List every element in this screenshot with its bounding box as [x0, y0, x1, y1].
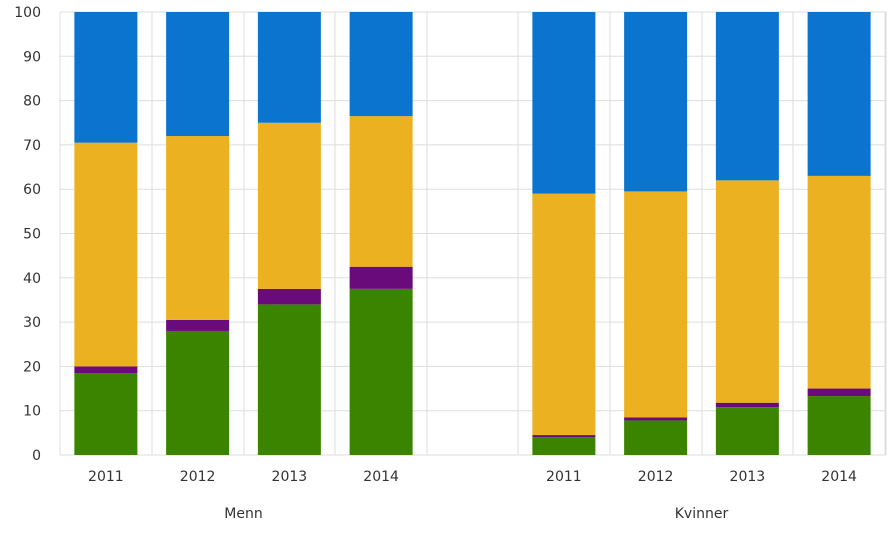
x-tick-label: 2013	[730, 469, 766, 485]
bar-segment	[349, 12, 413, 117]
bar-segment	[257, 122, 321, 289]
x-tick-label: 2012	[180, 469, 216, 485]
bar-segment	[532, 435, 596, 438]
bar-segment	[349, 116, 413, 267]
y-tick-label: 0	[32, 448, 41, 464]
x-tick-label: 2014	[363, 469, 399, 485]
bar-segment	[807, 12, 871, 176]
bar-segment	[349, 266, 413, 289]
bar-segment	[166, 136, 230, 320]
bar-segment	[74, 366, 138, 374]
group-label: Menn	[224, 506, 262, 522]
y-tick-label: 40	[23, 271, 41, 287]
bar-segment	[807, 175, 871, 389]
bar-segment	[257, 304, 321, 455]
bar-segment	[532, 193, 596, 436]
y-tick-label: 90	[23, 49, 41, 65]
bar-segment	[624, 417, 688, 421]
bar-segment	[257, 12, 321, 123]
bar-segment	[624, 420, 688, 455]
bar-segment	[74, 12, 138, 143]
bar-segment	[624, 191, 688, 418]
x-tick-label: 2011	[546, 469, 582, 485]
bar-segment	[349, 288, 413, 455]
bar-segment	[807, 388, 871, 397]
x-tick-label: 2014	[821, 469, 857, 485]
y-tick-label: 50	[23, 227, 41, 243]
bar-segment	[74, 142, 138, 367]
bar-segment	[715, 407, 779, 455]
x-axis: 2011 2012 2013 2014 Menn 2011 2012 2013 2014 Kvin…	[88, 469, 857, 522]
y-tick-label: 30	[23, 315, 41, 331]
bar-segment	[166, 12, 230, 137]
x-tick-label: 2012	[638, 469, 674, 485]
bar-segment	[715, 402, 779, 408]
y-tick-label: 20	[23, 359, 41, 375]
bar-segment	[532, 437, 596, 455]
y-tick-label: 80	[23, 94, 41, 110]
bars	[74, 12, 871, 455]
bar-segment	[166, 319, 230, 331]
group-label: Kvinner	[675, 506, 729, 522]
y-tick-label: 10	[23, 404, 41, 420]
bar-segment	[74, 373, 138, 455]
y-axis: 0 10 20 30 40 50 60 70 80 90 100	[14, 5, 41, 464]
bar-segment	[807, 396, 871, 455]
bar-segment	[166, 330, 230, 455]
bar-segment	[257, 288, 321, 305]
bar-segment	[715, 12, 779, 181]
y-tick-label: 100	[14, 5, 41, 21]
bar-segment	[624, 12, 688, 192]
y-tick-label: 70	[23, 138, 41, 154]
x-tick-label: 2013	[272, 469, 308, 485]
x-tick-label: 2011	[88, 469, 124, 485]
bar-segment	[715, 180, 779, 403]
bar-segment	[532, 12, 596, 194]
y-tick-label: 60	[23, 182, 41, 198]
